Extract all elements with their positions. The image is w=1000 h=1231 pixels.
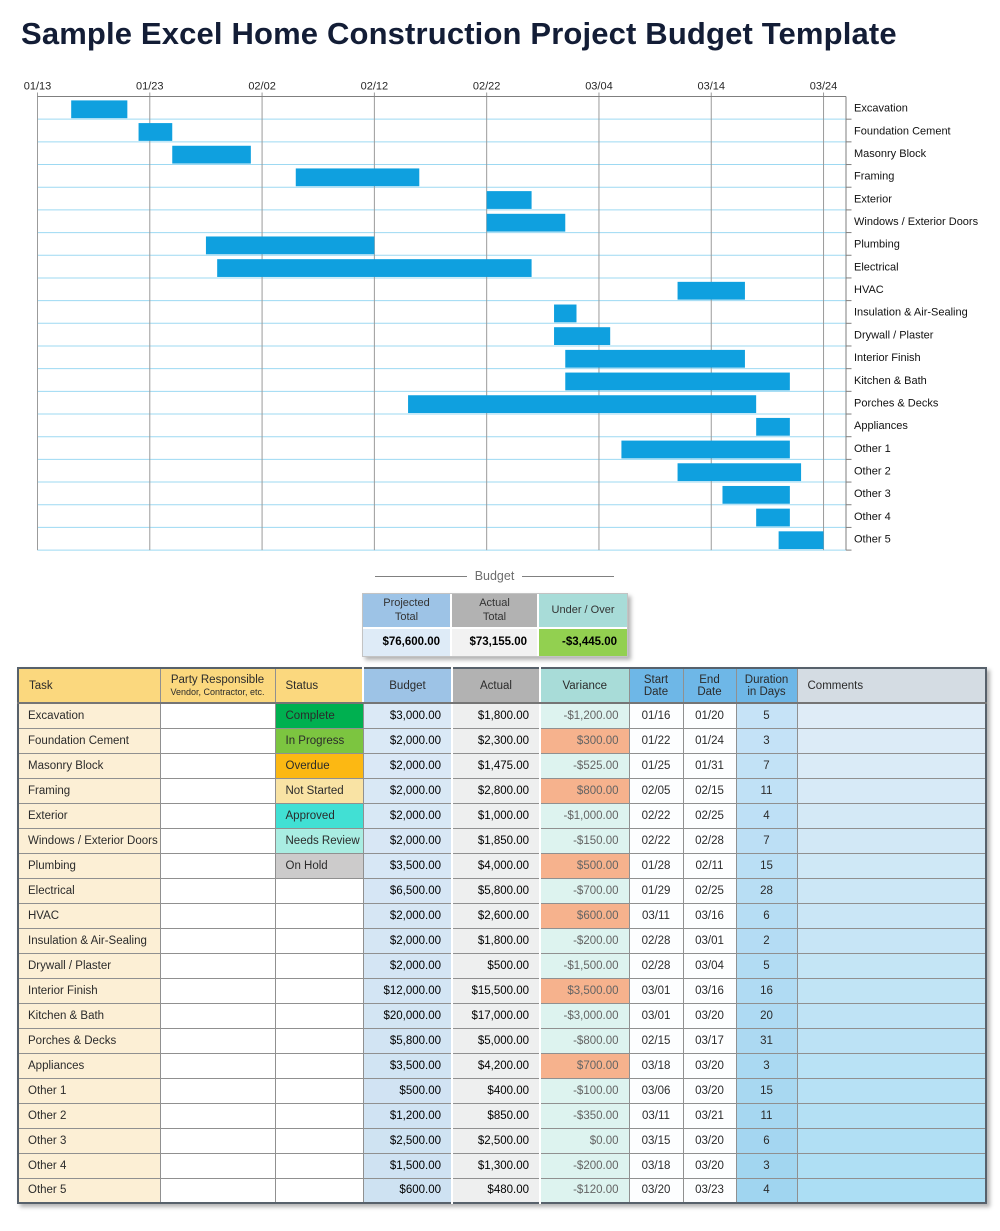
svg-text:Masonry Block: Masonry Block: [854, 148, 927, 160]
svg-text:01/23: 01/23: [136, 81, 164, 93]
svg-text:02/02: 02/02: [248, 81, 276, 93]
svg-text:Framing: Framing: [854, 171, 894, 183]
svg-text:02/12: 02/12: [361, 81, 389, 93]
svg-text:Other 4: Other 4: [854, 511, 891, 523]
svg-text:03/04: 03/04: [585, 81, 613, 93]
svg-text:Excavation: Excavation: [854, 103, 908, 115]
svg-text:HVAC: HVAC: [854, 284, 884, 296]
svg-text:Drywall / Plaster: Drywall / Plaster: [854, 329, 934, 341]
svg-text:Plumbing: Plumbing: [854, 239, 900, 251]
svg-text:Foundation Cement: Foundation Cement: [854, 125, 951, 137]
svg-text:Other 2: Other 2: [854, 465, 891, 477]
svg-text:02/22: 02/22: [473, 81, 501, 93]
svg-text:Other 5: Other 5: [854, 534, 891, 546]
svg-text:01/13: 01/13: [24, 81, 52, 93]
svg-text:Porches & Decks: Porches & Decks: [854, 397, 939, 409]
svg-text:03/24: 03/24: [810, 81, 838, 93]
svg-text:03/14: 03/14: [697, 81, 725, 93]
svg-text:Kitchen & Bath: Kitchen & Bath: [854, 375, 927, 387]
svg-text:Exterior: Exterior: [854, 193, 892, 205]
svg-text:Windows / Exterior Doors: Windows / Exterior Doors: [854, 216, 979, 228]
svg-text:Electrical: Electrical: [854, 261, 899, 273]
svg-text:Appliances: Appliances: [854, 420, 908, 432]
svg-text:Insulation & Air-Sealing: Insulation & Air-Sealing: [854, 307, 968, 319]
svg-text:Other 3: Other 3: [854, 488, 891, 500]
svg-text:Interior Finish: Interior Finish: [854, 352, 921, 364]
svg-text:Other 1: Other 1: [854, 443, 891, 455]
